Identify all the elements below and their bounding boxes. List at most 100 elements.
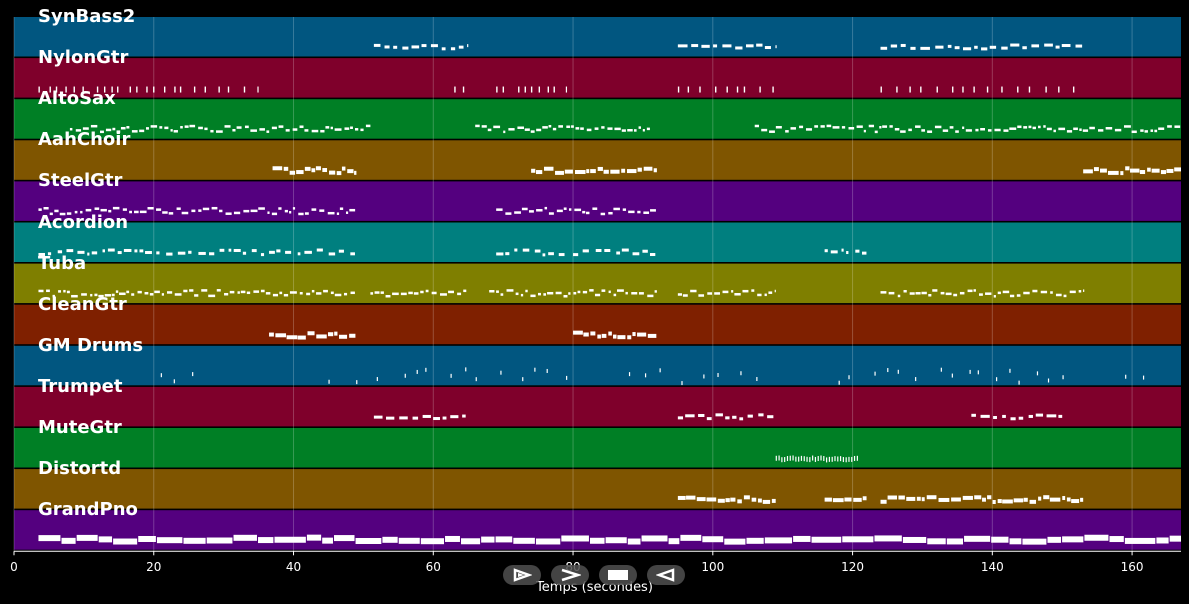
note — [565, 86, 568, 93]
note — [805, 128, 812, 131]
note — [201, 289, 208, 292]
note — [1069, 290, 1076, 294]
note — [734, 293, 741, 296]
note — [842, 457, 844, 463]
note — [266, 130, 270, 133]
note — [654, 290, 657, 293]
note — [702, 536, 724, 543]
note — [411, 45, 420, 49]
note — [108, 209, 112, 213]
note — [781, 457, 783, 463]
note — [297, 335, 306, 340]
note — [493, 125, 501, 129]
note — [481, 536, 495, 543]
note — [425, 289, 429, 293]
note — [354, 170, 357, 175]
note — [343, 292, 348, 296]
rewind-button[interactable] — [647, 565, 685, 585]
note — [824, 497, 832, 502]
note — [644, 373, 647, 378]
note — [556, 209, 563, 213]
track-lane — [14, 222, 1181, 262]
note — [373, 415, 383, 419]
note — [283, 293, 289, 297]
note — [928, 293, 932, 297]
track-label: SteelGtr — [38, 170, 123, 192]
note — [558, 253, 565, 257]
note — [653, 168, 657, 173]
note — [735, 46, 743, 50]
note — [374, 291, 380, 294]
note — [768, 291, 773, 294]
note — [698, 294, 705, 297]
note — [98, 536, 113, 543]
note — [1017, 86, 1019, 93]
note — [535, 170, 543, 175]
note — [131, 130, 138, 133]
note — [500, 370, 502, 375]
note — [575, 127, 580, 130]
note — [1130, 168, 1140, 173]
note — [758, 413, 764, 417]
note — [915, 377, 917, 382]
note — [1009, 538, 1022, 545]
track-label: Acordion — [38, 211, 129, 233]
play-button[interactable] — [503, 565, 541, 585]
note — [285, 250, 292, 254]
note — [583, 332, 589, 337]
note — [1050, 291, 1053, 294]
note — [117, 86, 119, 93]
tick-label: 0 — [10, 560, 18, 574]
note — [828, 456, 831, 462]
forward-button[interactable] — [551, 565, 589, 585]
note — [932, 289, 938, 292]
note — [325, 126, 330, 129]
note — [194, 294, 199, 297]
note — [962, 495, 973, 500]
note — [91, 251, 98, 255]
note — [992, 500, 996, 505]
note — [319, 209, 325, 212]
note — [742, 289, 749, 293]
note — [66, 290, 70, 294]
note — [1016, 294, 1021, 297]
note — [538, 292, 541, 296]
note — [349, 208, 356, 212]
note — [237, 291, 240, 294]
stop-button[interactable] — [599, 565, 637, 585]
note — [580, 127, 584, 130]
note — [146, 86, 148, 93]
note — [714, 292, 720, 295]
note — [586, 128, 592, 132]
note — [1018, 416, 1024, 420]
note — [174, 86, 176, 93]
note — [767, 415, 774, 419]
note — [495, 536, 513, 543]
note — [642, 249, 648, 253]
note — [462, 414, 466, 418]
note — [514, 248, 518, 252]
note — [1061, 44, 1071, 48]
note — [208, 294, 216, 298]
note — [938, 497, 950, 502]
note — [962, 86, 964, 93]
note — [433, 417, 440, 421]
note — [1125, 166, 1130, 171]
note — [524, 128, 530, 131]
note — [463, 289, 467, 293]
note — [838, 380, 840, 385]
note — [1071, 499, 1080, 504]
note — [536, 128, 542, 132]
tick-label: 20 — [146, 560, 162, 574]
note — [147, 207, 154, 210]
note — [156, 208, 162, 211]
note — [982, 497, 986, 502]
note — [307, 331, 315, 336]
note — [1009, 127, 1017, 130]
note — [817, 456, 819, 462]
note — [617, 289, 624, 292]
note — [1046, 127, 1052, 131]
note — [192, 372, 194, 377]
note — [746, 537, 764, 544]
track-notes — [69, 124, 1181, 134]
